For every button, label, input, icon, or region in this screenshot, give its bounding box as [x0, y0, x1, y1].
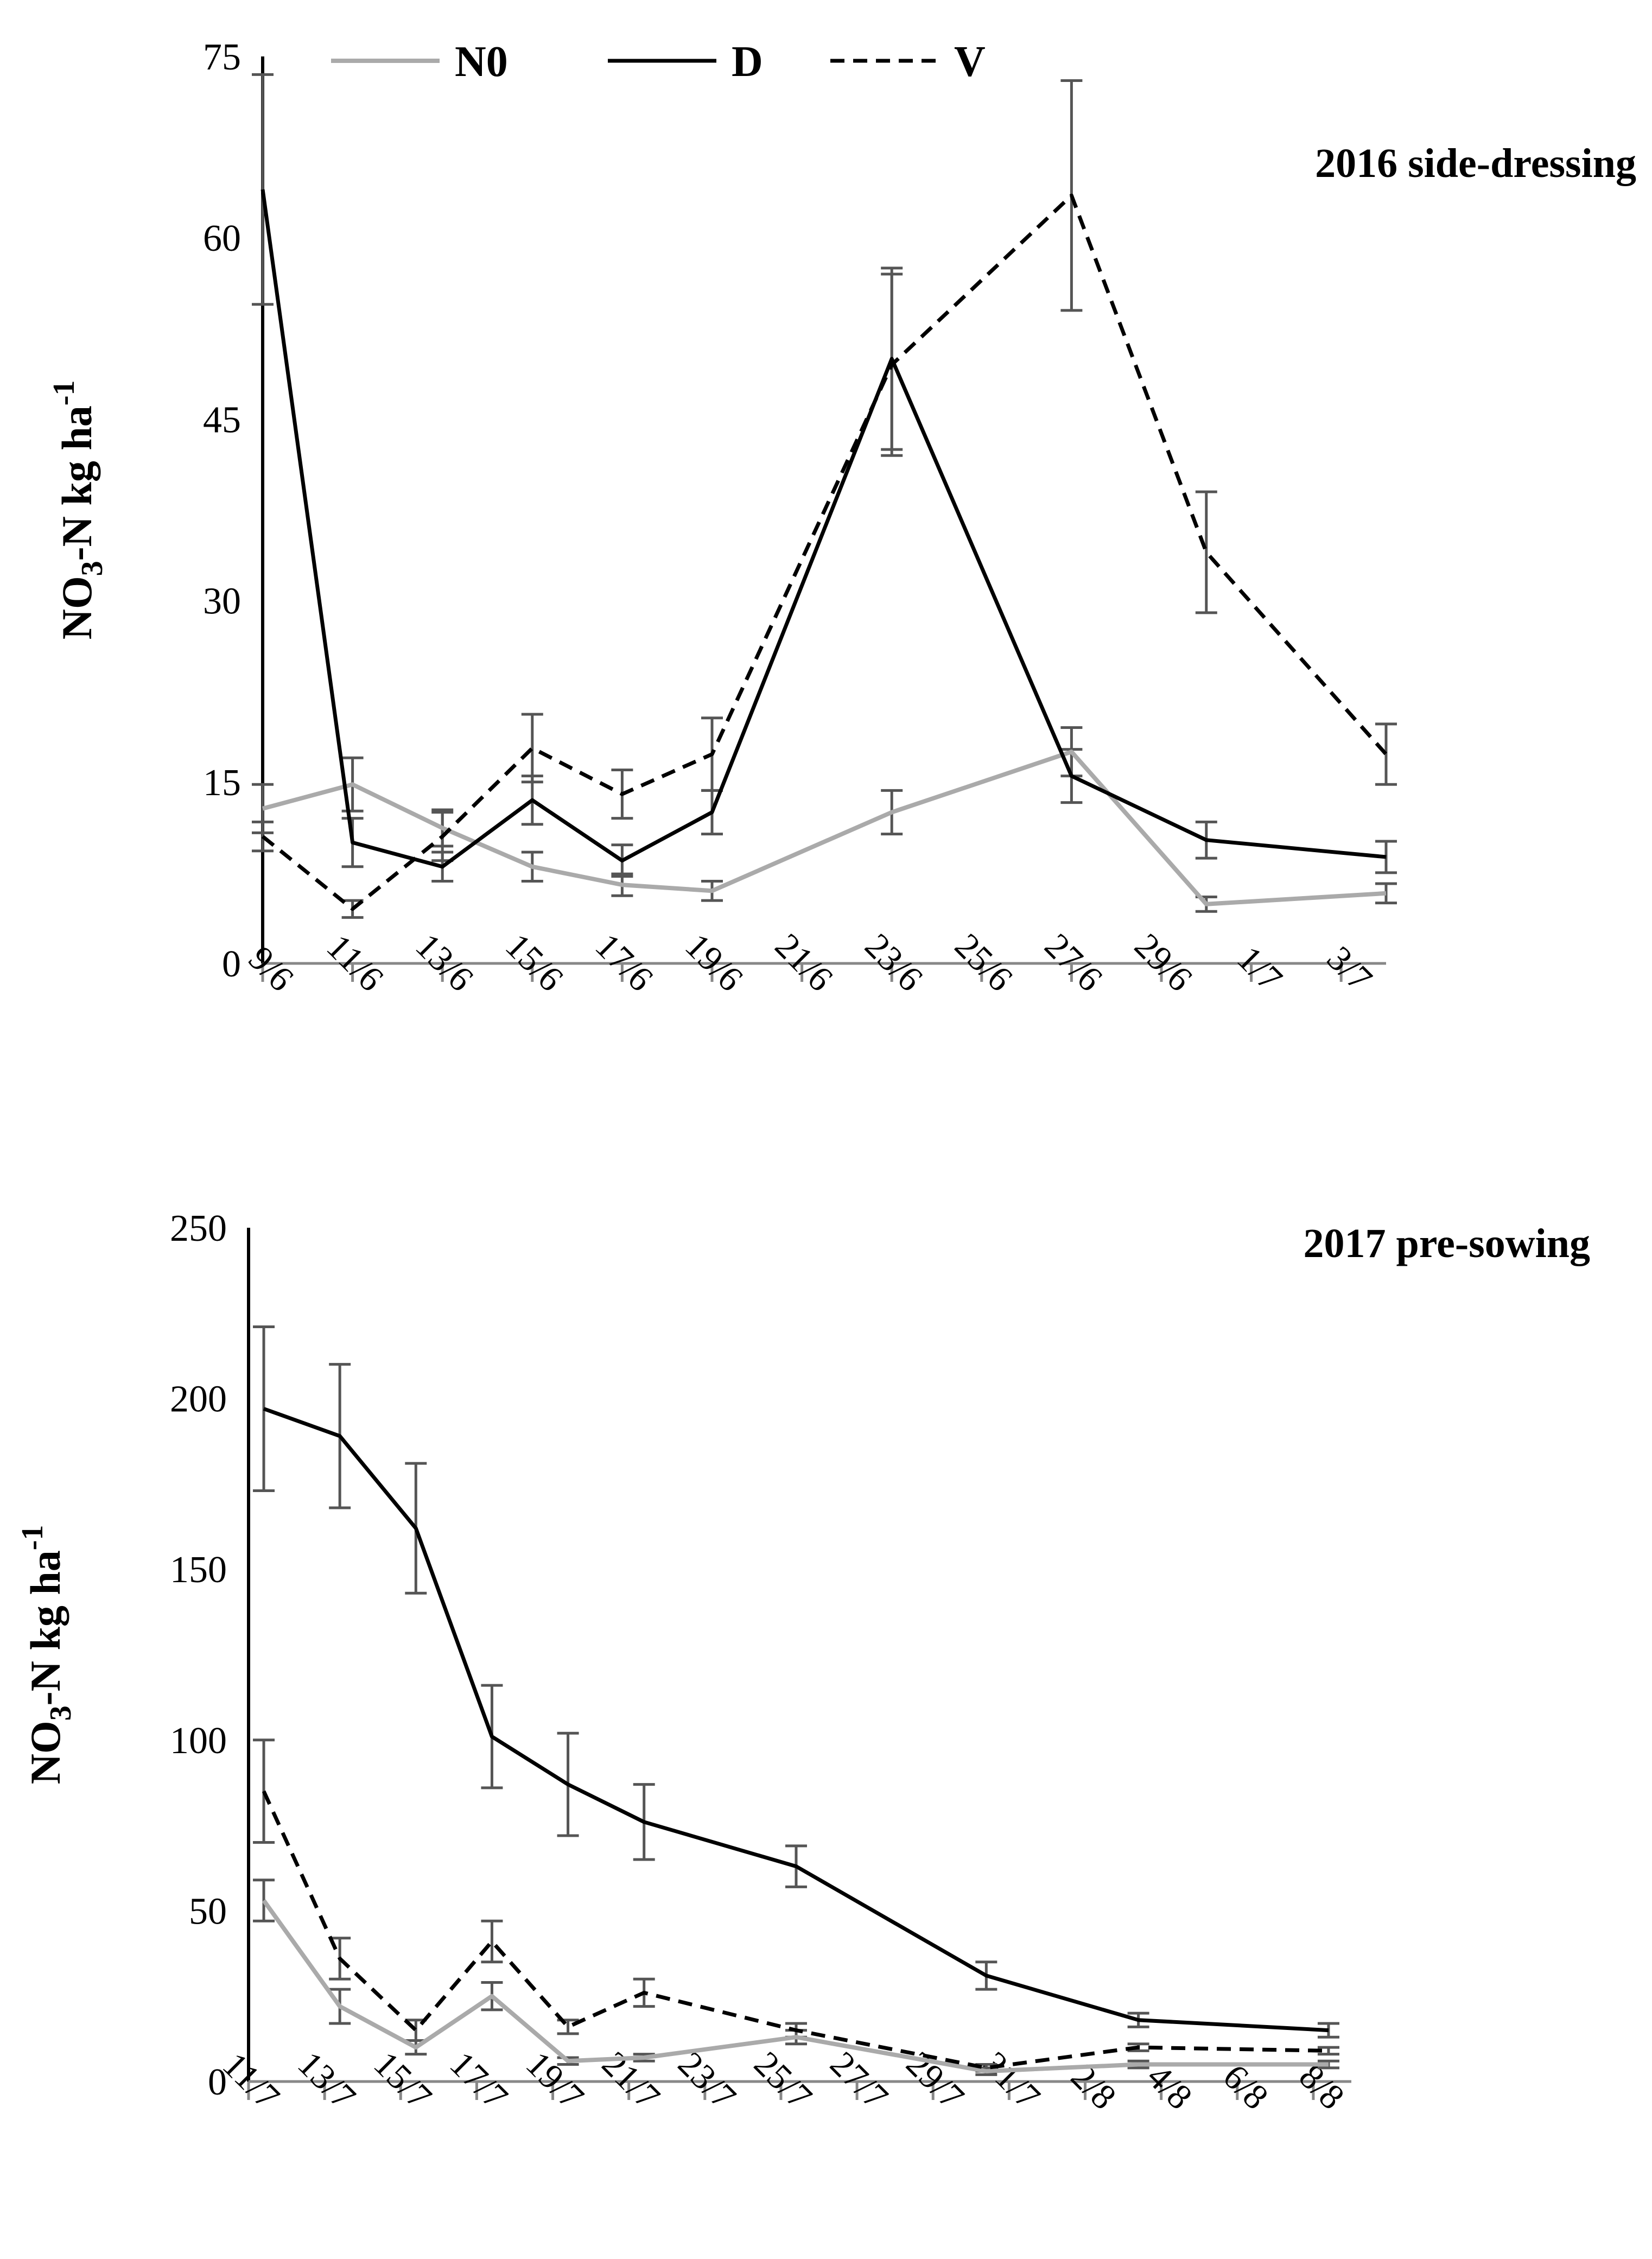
x-tick-label: 9/6 — [241, 938, 301, 999]
chart-title: 2016 side-dressing — [1315, 141, 1636, 186]
y-tick-label: 50 — [189, 1890, 227, 1932]
legend-item-N0: N0 — [331, 38, 508, 86]
y-tick-label: 200 — [170, 1379, 227, 1420]
y-tick-label: 75 — [203, 36, 241, 78]
legend-item-V: V — [830, 38, 986, 86]
y-tick-label: 0 — [222, 943, 241, 985]
x-tick-label: 1/7 — [1229, 938, 1289, 999]
series-line-V — [261, 193, 1388, 911]
y-tick-label: 15 — [203, 762, 241, 804]
x-tick-label: 29/6 — [1127, 926, 1200, 999]
x-tick-label: 27/6 — [1037, 926, 1110, 999]
x-tick-label: 17/7 — [442, 2044, 516, 2117]
y-axis-label-main: NO — [53, 576, 100, 639]
y-axis-label-main: NO — [22, 1721, 69, 1784]
x-tick-label: 3/7 — [1319, 938, 1380, 999]
y-tick-label: 100 — [170, 1720, 227, 1762]
x-tick-label: 19/7 — [518, 2044, 592, 2117]
x-tick-label: 29/7 — [899, 2044, 972, 2117]
x-tick-label: 13/6 — [408, 926, 481, 999]
y-axis-label-sub: 3 — [75, 561, 109, 576]
legend-item-D: D — [608, 38, 763, 86]
series-line-D — [263, 1407, 1329, 2033]
legend-label: V — [954, 38, 986, 86]
y-tick-label: 0 — [208, 2061, 227, 2103]
series-line-D — [260, 189, 1387, 869]
y-tick-label: 30 — [203, 581, 241, 623]
legend-label: N0 — [455, 38, 508, 86]
chart-title: 2017 pre-sowing — [1303, 1221, 1590, 1266]
y-tick-label: 45 — [203, 399, 241, 441]
x-tick-label: 21/6 — [767, 926, 841, 999]
x-tick-label: 13/7 — [290, 2044, 364, 2117]
y-axis-label-sup: -1 — [47, 380, 81, 406]
y-axis-label: NO3-N kg ha-1 — [47, 380, 109, 640]
y-axis-label-sub: 3 — [44, 1705, 78, 1721]
x-tick-label: 17/6 — [588, 926, 661, 999]
legend-label: D — [732, 38, 763, 86]
y-axis-label-sup: -1 — [16, 1525, 49, 1551]
x-tick-label: 31/7 — [975, 2044, 1048, 2117]
y-axis-label-rest: -N kg ha — [22, 1550, 69, 1705]
series-line-V — [262, 1790, 1329, 2070]
chart-panel-2016: 0 15 30 45 60 75 9/6 11/6 13/6 15/6 17/6 19/6 21/6 23… — [47, 36, 1636, 999]
x-tick-label: 25/6 — [947, 926, 1020, 999]
y-axis-label-rest: -N kg ha — [53, 405, 100, 561]
x-tick-label: 15/7 — [366, 2044, 440, 2117]
x-tick-label: 25/7 — [746, 2044, 819, 2117]
legend: N0 D V — [331, 38, 986, 86]
y-tick-label: 250 — [170, 1208, 227, 1249]
x-tick-label: 11/7 — [215, 2045, 287, 2117]
series-line-N0 — [262, 750, 1387, 906]
x-tick-label: 19/6 — [677, 926, 751, 999]
y-axis-label: NO3-N kg ha-1 — [16, 1525, 78, 1785]
y-tick-label: 150 — [170, 1549, 227, 1591]
x-tick-label: 11/6 — [319, 927, 391, 999]
x-tick-label: 15/6 — [498, 926, 571, 999]
y-tick-label: 60 — [203, 218, 241, 259]
series-line-N0 — [262, 1899, 1329, 2074]
x-tick-label: 23/6 — [857, 926, 931, 999]
x-tick-label: 23/7 — [670, 2044, 744, 2117]
